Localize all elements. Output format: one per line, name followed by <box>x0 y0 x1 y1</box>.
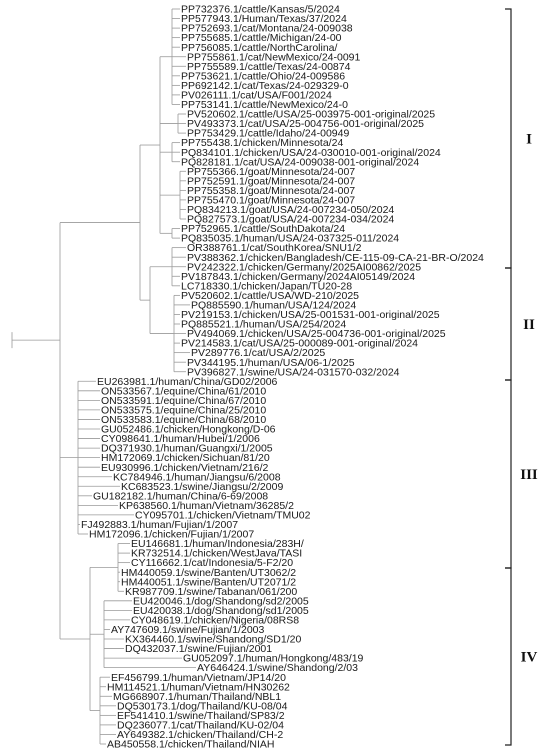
leaf-label: EU930996.1/chicken/Vietnam/216/2 <box>101 462 268 474</box>
leaf-label: GU182182.1/human/China/6-69/2008 <box>93 490 268 502</box>
leaf-label: PP755358.1/goat/Minnesota/24-007 <box>187 185 355 197</box>
leaf-label: EU420038.1/dog/Shandong/sd1/2005 <box>133 605 309 617</box>
clade-label: IV <box>521 650 538 666</box>
leaf-label: AY646424.1/swine/Shandong/2/03 <box>197 662 358 674</box>
leaf-label: PV187843.1/chicken/Germany/2024AI05149/2… <box>181 271 415 283</box>
leaf-label: HM440051.1/swine/Banten/UT2071/2 <box>121 576 296 588</box>
leaf-label: PP753621.1/cattle/Ohio/24-009586 <box>181 70 345 82</box>
leaf-label: LC718330.1/chicken/Japan/TU20-28 <box>181 280 352 292</box>
leaf-label: CY116662.1/cat/Indonesia/5-F2/20 <box>131 557 293 569</box>
leaf-label: PP752591.1/goat/Minnesota/24-007 <box>187 175 355 187</box>
leaf-label: HM172069.1/chicken/Sichuan/81/20 <box>101 452 270 464</box>
leaf-label: ON533591.1/equine/China/67/2010 <box>101 395 266 407</box>
leaf-label: DQ530173.1/dog/Thailand/KU-08/04 <box>117 700 288 712</box>
leaf-label: KP638560.1/human/Vietnam/36285/2 <box>119 500 294 512</box>
leaf-label: PV242322.1/chicken/Germany/2025AI00862/2… <box>187 261 421 273</box>
leaf-label: PQ835035.1/human/USA/24-037325-011/2024 <box>181 233 399 245</box>
leaf-label: EU420046.1/dog/Shandong/sd2/2005 <box>133 595 309 607</box>
leaf-label: PV494069.1/chicken/USA/25-004736-001-ori… <box>187 328 446 340</box>
leaf-label: PQ885521.1/human/USA/254/2024 <box>181 319 346 331</box>
leaf-label: DQ371930.1/human/Guangxi/1/2005 <box>101 443 273 455</box>
leaf-label: KX364460.1/swine/Shandong/SD1/20 <box>125 634 301 646</box>
leaf-label: PP577943.1/Human/Texas/37/2024 <box>181 13 347 25</box>
leaf-label: DQ236077.1/cat/Thailand/KU-02/04 <box>117 720 284 732</box>
leaf-label: KR987709.1/swine/Tabanan/061/200 <box>125 586 297 598</box>
leaf-label: PQ885590.1/human/USA/124/2024 <box>191 300 356 312</box>
leaf-label: PP752693.1/cat/Montana/24-009038 <box>181 23 353 35</box>
leaf-label: EF541410.1/swine/Thailand/SP83/2 <box>117 710 285 722</box>
leaf-label: AB450558.1/chicken/Thailand/NIAH <box>107 739 275 751</box>
leaf-label: AY649382.1/chicken/Thailand/CH-2 <box>117 729 283 741</box>
leaf-label: PQ834101.1/chicken/USA/24-030010-001-ori… <box>181 147 441 159</box>
leaf-label: ON533583.1/equine/China/68/2010 <box>101 414 266 426</box>
leaf-label: PP756085.1/cattle/NorthCarolina/ <box>181 42 338 54</box>
leaf-label: PP755685.1/cattle/Michigan/24-00 <box>181 32 342 44</box>
leaf-label: PV493373.1/cat/USA/25-004756-001-origina… <box>187 118 424 130</box>
leaf-label: PP755438.1/chicken/Minnesota/24 <box>181 137 343 149</box>
leaf-label: PV520602.1/cattle/USA/25-003975-001-orig… <box>187 109 435 121</box>
leaf-label: PP755861.1/cat/NewMexico/24-0091 <box>187 51 361 63</box>
leaf-label: PP732376.1/cattle/Kansas/5/2024 <box>181 4 340 16</box>
leaf-label: HM114521.1/human/Vietnam/HN30262 <box>107 681 290 693</box>
leaf-label: ON533575.1/equine/China/25/2010 <box>101 405 266 417</box>
clade-bracket <box>505 379 512 569</box>
leaf-label: DQ432037.1/swine/Fujian/2001 <box>125 643 272 655</box>
leaf-label: PV214583.1/cat/USA/25-000089-001-origina… <box>181 338 418 350</box>
leaf-label: PV289776.1/cat/USA/2/2025 <box>191 347 325 359</box>
leaf-label: PP755366.1/goat/Minnesota/24-007 <box>187 166 355 178</box>
leaf-label: PV026111.1/cat/USA/F001/2024 <box>181 90 332 102</box>
leaf-label: PV219153.1/chicken/USA/25-001531-001-ori… <box>181 309 440 321</box>
leaf-label: HM172096.1/chicken/Fujian/1/2007 <box>89 529 254 541</box>
leaf-label: HM440059.1/swine/Banten/UT3062/2 <box>121 567 296 579</box>
tree-branches <box>11 8 196 745</box>
leaf-label: PP753429.1/cattle/Idaho/24-00949 <box>187 128 349 140</box>
leaf-label: PP752965.1/cattle/SouthDakota/24 <box>181 223 345 235</box>
leaf-label: GU052486.1/chicken/Hongkong/D-06 <box>101 424 276 436</box>
leaf-label: PP692142.1/cat/Texas/24-029329-0 <box>181 80 349 92</box>
clade-label: II <box>523 317 535 333</box>
leaf-label: PV396827.1/swine/USA/24-031570-032/2024 <box>187 366 400 378</box>
leaf-label: MG668907.1/human/Thailand/NBL1 <box>113 691 281 703</box>
leaf-labels: PP732376.1/cattle/Kansas/5/2024PP577943.… <box>81 4 484 751</box>
leaf-label: FJ492883.1/human/Fujian/1/2007 <box>81 519 238 531</box>
leaf-label: PQ834213.1/goat/USA/24-007234-050/2024 <box>187 204 394 216</box>
leaf-label: CY095701.1/chicken/Vietnam/TMU02 <box>135 510 311 522</box>
leaf-label: PP753141.1/cattle/NewMexico/24-0 <box>181 99 348 111</box>
leaf-label: GU052097.1/human/Hongkong/483/19 <box>183 653 364 665</box>
leaf-label: CY098641.1/human/Hubei/1/2006 <box>101 433 260 445</box>
clade-bracket <box>505 567 512 746</box>
leaf-label: CY048619.1/chicken/Nigeria/08RS8 <box>131 615 299 627</box>
leaf-label: KR732514.1/chicken/WestJava/TASI <box>131 548 302 560</box>
leaf-label: PP755470.1/goat/Minnesota/24-007 <box>187 195 355 207</box>
leaf-label: PV344195.1/human/USA/06-1/2025 <box>187 357 355 369</box>
leaf-label: EF456799.1/human/Vietnam/JP14/20 <box>111 672 286 684</box>
leaf-label: PV388362.1/chicken/Bangladesh/CE-115-09-… <box>187 252 484 264</box>
leaf-label: OR388761.1/cat/SouthKorea/SNU1/2 <box>187 242 362 254</box>
leaf-label: PV520602.1/cattle/USA/WD-210/2025 <box>181 290 359 302</box>
leaf-label: AY747609.1/swine/Fujian/1/2003 <box>111 624 264 636</box>
leaf-label: EU146681.1/human/Indonesia/283H/ <box>131 538 304 550</box>
clade-label: III <box>520 467 538 483</box>
leaf-label: KC784946.1/human/Jiangsu/6/2008 <box>113 471 281 483</box>
leaf-label: EU263981.1/human/China/GD02/2006 <box>97 376 278 388</box>
leaf-label: PP755589.1/cattle/Texas/24-00874 <box>187 61 351 73</box>
clade-label: I <box>526 132 532 148</box>
leaf-label: PQ828181.1/cat/USA/24-009038-001-origina… <box>181 156 419 168</box>
leaf-label: KC683523.1/swine/Jiangsu/2/2009 <box>121 481 283 493</box>
clade-bracket <box>505 267 512 381</box>
leaf-label: PQ827573.1/goat/USA/24-007234-034/2024 <box>187 214 394 226</box>
clade-bracket <box>505 8 512 269</box>
leaf-label: ON533567.1/equine/China/61/2010 <box>101 385 266 397</box>
